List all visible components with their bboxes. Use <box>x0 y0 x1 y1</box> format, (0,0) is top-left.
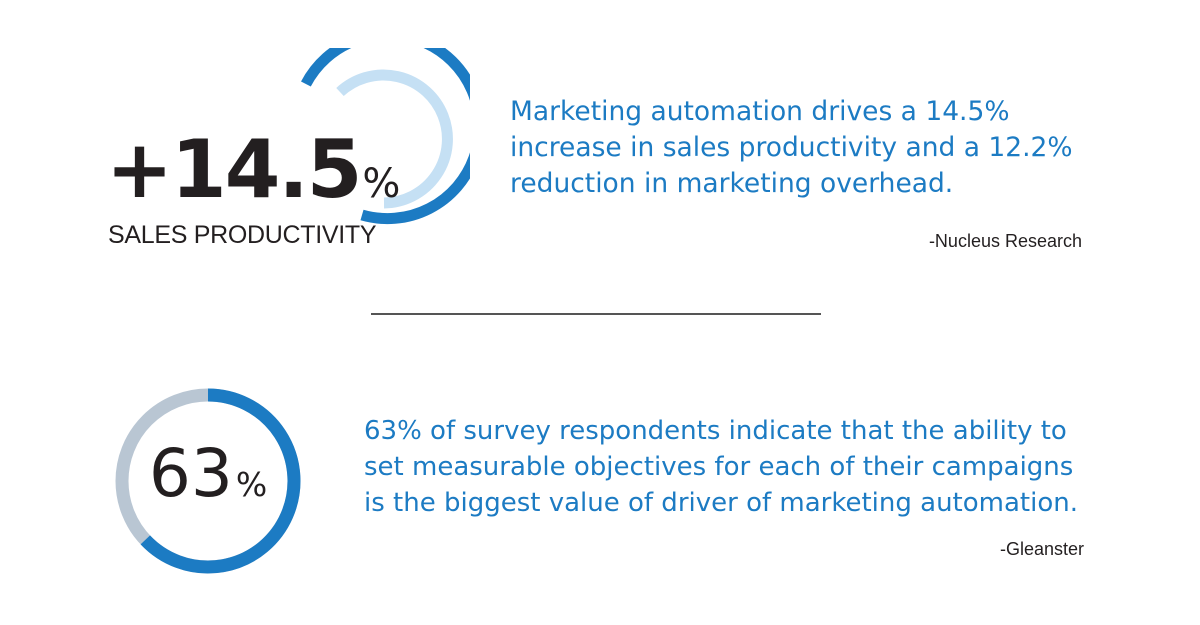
quote2-line: is the biggest value of driver of market… <box>364 488 1078 518</box>
gleanster-source: -Gleanster <box>999 539 1084 559</box>
ring-outer-arc <box>301 48 470 225</box>
nucleus-quote: Marketing automation drives a 14.5% incr… <box>510 94 1073 202</box>
survey-donut-ring <box>115 388 301 574</box>
sales-productivity-label: SALES PRODUCTIVITY <box>108 221 377 249</box>
quote1-line: increase in sales productivity and a 12.… <box>510 132 1073 163</box>
donut-progress-arc <box>140 388 301 574</box>
quote2-line: 63% of survey respondents indicate that … <box>364 416 1067 446</box>
stat1-percent-sign: % <box>362 161 401 207</box>
survey-value: 63% <box>108 441 308 507</box>
stat2-percent-sign: % <box>235 465 268 504</box>
sales-productivity-ring <box>301 48 470 225</box>
ring-inner-arc <box>336 69 453 209</box>
section-divider <box>371 313 821 315</box>
sales-productivity-value: +14.5% <box>106 130 400 210</box>
stat2-number: 63 <box>148 435 233 512</box>
quote1-line: reduction in marketing overhead. <box>510 168 954 199</box>
quote2-line: set measurable objectives for each of th… <box>364 452 1074 482</box>
quote1-line: Marketing automation drives a 14.5% <box>510 96 1010 127</box>
stat1-number: +14.5 <box>106 123 362 216</box>
nucleus-source: -Nucleus Research <box>928 231 1082 251</box>
gleanster-quote: 63% of survey respondents indicate that … <box>364 413 1078 521</box>
